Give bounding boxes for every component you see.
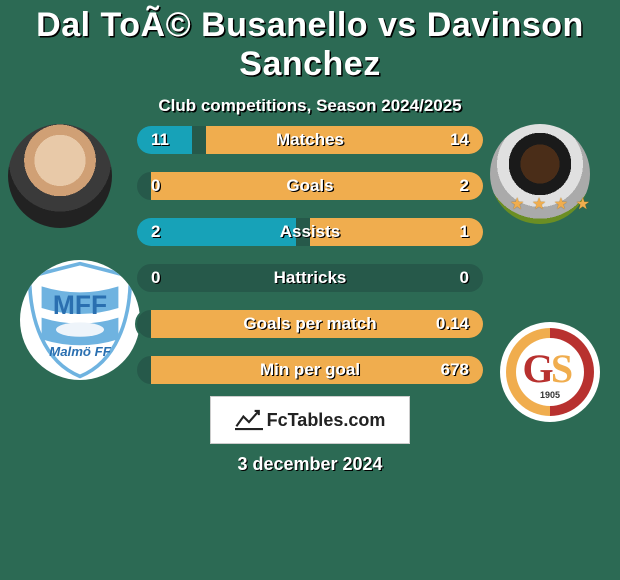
svg-text:MFF: MFF xyxy=(53,290,107,320)
svg-text:1905: 1905 xyxy=(540,390,560,400)
subtitle: Club competitions, Season 2024/2025 xyxy=(0,96,620,116)
stat-value-right: 0.14 xyxy=(436,314,469,334)
stat-label: Matches xyxy=(276,130,344,150)
page-title: Dal ToÃ© Busanello vs Davinson Sanchez xyxy=(0,0,620,84)
club-right-stars: ★★★★ xyxy=(510,194,590,214)
club-left-logo: MFF Malmö FF xyxy=(20,260,140,380)
fctables-icon xyxy=(235,409,263,431)
stat-value-right: 0 xyxy=(460,268,469,288)
stat-value-right: 1 xyxy=(460,222,469,242)
stat-value-left: 2 xyxy=(151,222,160,242)
stat-row: Goals 0 2 xyxy=(135,170,485,202)
stat-value-right: 2 xyxy=(460,176,469,196)
stat-row: Min per goal 678 xyxy=(135,354,485,386)
stat-value-left: 0 xyxy=(151,176,160,196)
stat-value-left: 11 xyxy=(151,130,169,150)
stat-row: Matches 11 14 xyxy=(135,124,485,156)
stat-label: Hattricks xyxy=(274,268,347,288)
stat-row: Assists 2 1 xyxy=(135,216,485,248)
stat-value-right: 678 xyxy=(441,360,469,380)
stat-row: Goals per match 0.14 xyxy=(135,308,485,340)
stat-fill-right xyxy=(206,126,483,154)
fctables-label: FcTables.com xyxy=(267,410,386,431)
stat-fill-left xyxy=(137,218,296,246)
svg-text:Malmö FF: Malmö FF xyxy=(49,344,111,359)
stat-row: Hattricks 0 0 xyxy=(135,262,485,294)
stat-value-right: 14 xyxy=(450,130,469,150)
stat-label: Goals per match xyxy=(243,314,376,334)
svg-text:S: S xyxy=(551,346,573,391)
fctables-badge: FcTables.com xyxy=(210,396,410,444)
stat-label: Min per goal xyxy=(260,360,360,380)
club-right-logo: GS1905 xyxy=(500,322,600,422)
stat-label: Goals xyxy=(286,176,333,196)
stat-bars: Matches1114Goals02Assists21Hattricks00Go… xyxy=(135,124,485,400)
stat-label: Assists xyxy=(280,222,340,242)
stat-value-left: 0 xyxy=(151,268,160,288)
svg-text:G: G xyxy=(522,346,553,391)
comparison-infographic: Dal ToÃ© Busanello vs Davinson Sanchez C… xyxy=(0,0,620,580)
date-text: 3 december 2024 xyxy=(0,454,620,475)
player-left-avatar xyxy=(8,124,112,228)
